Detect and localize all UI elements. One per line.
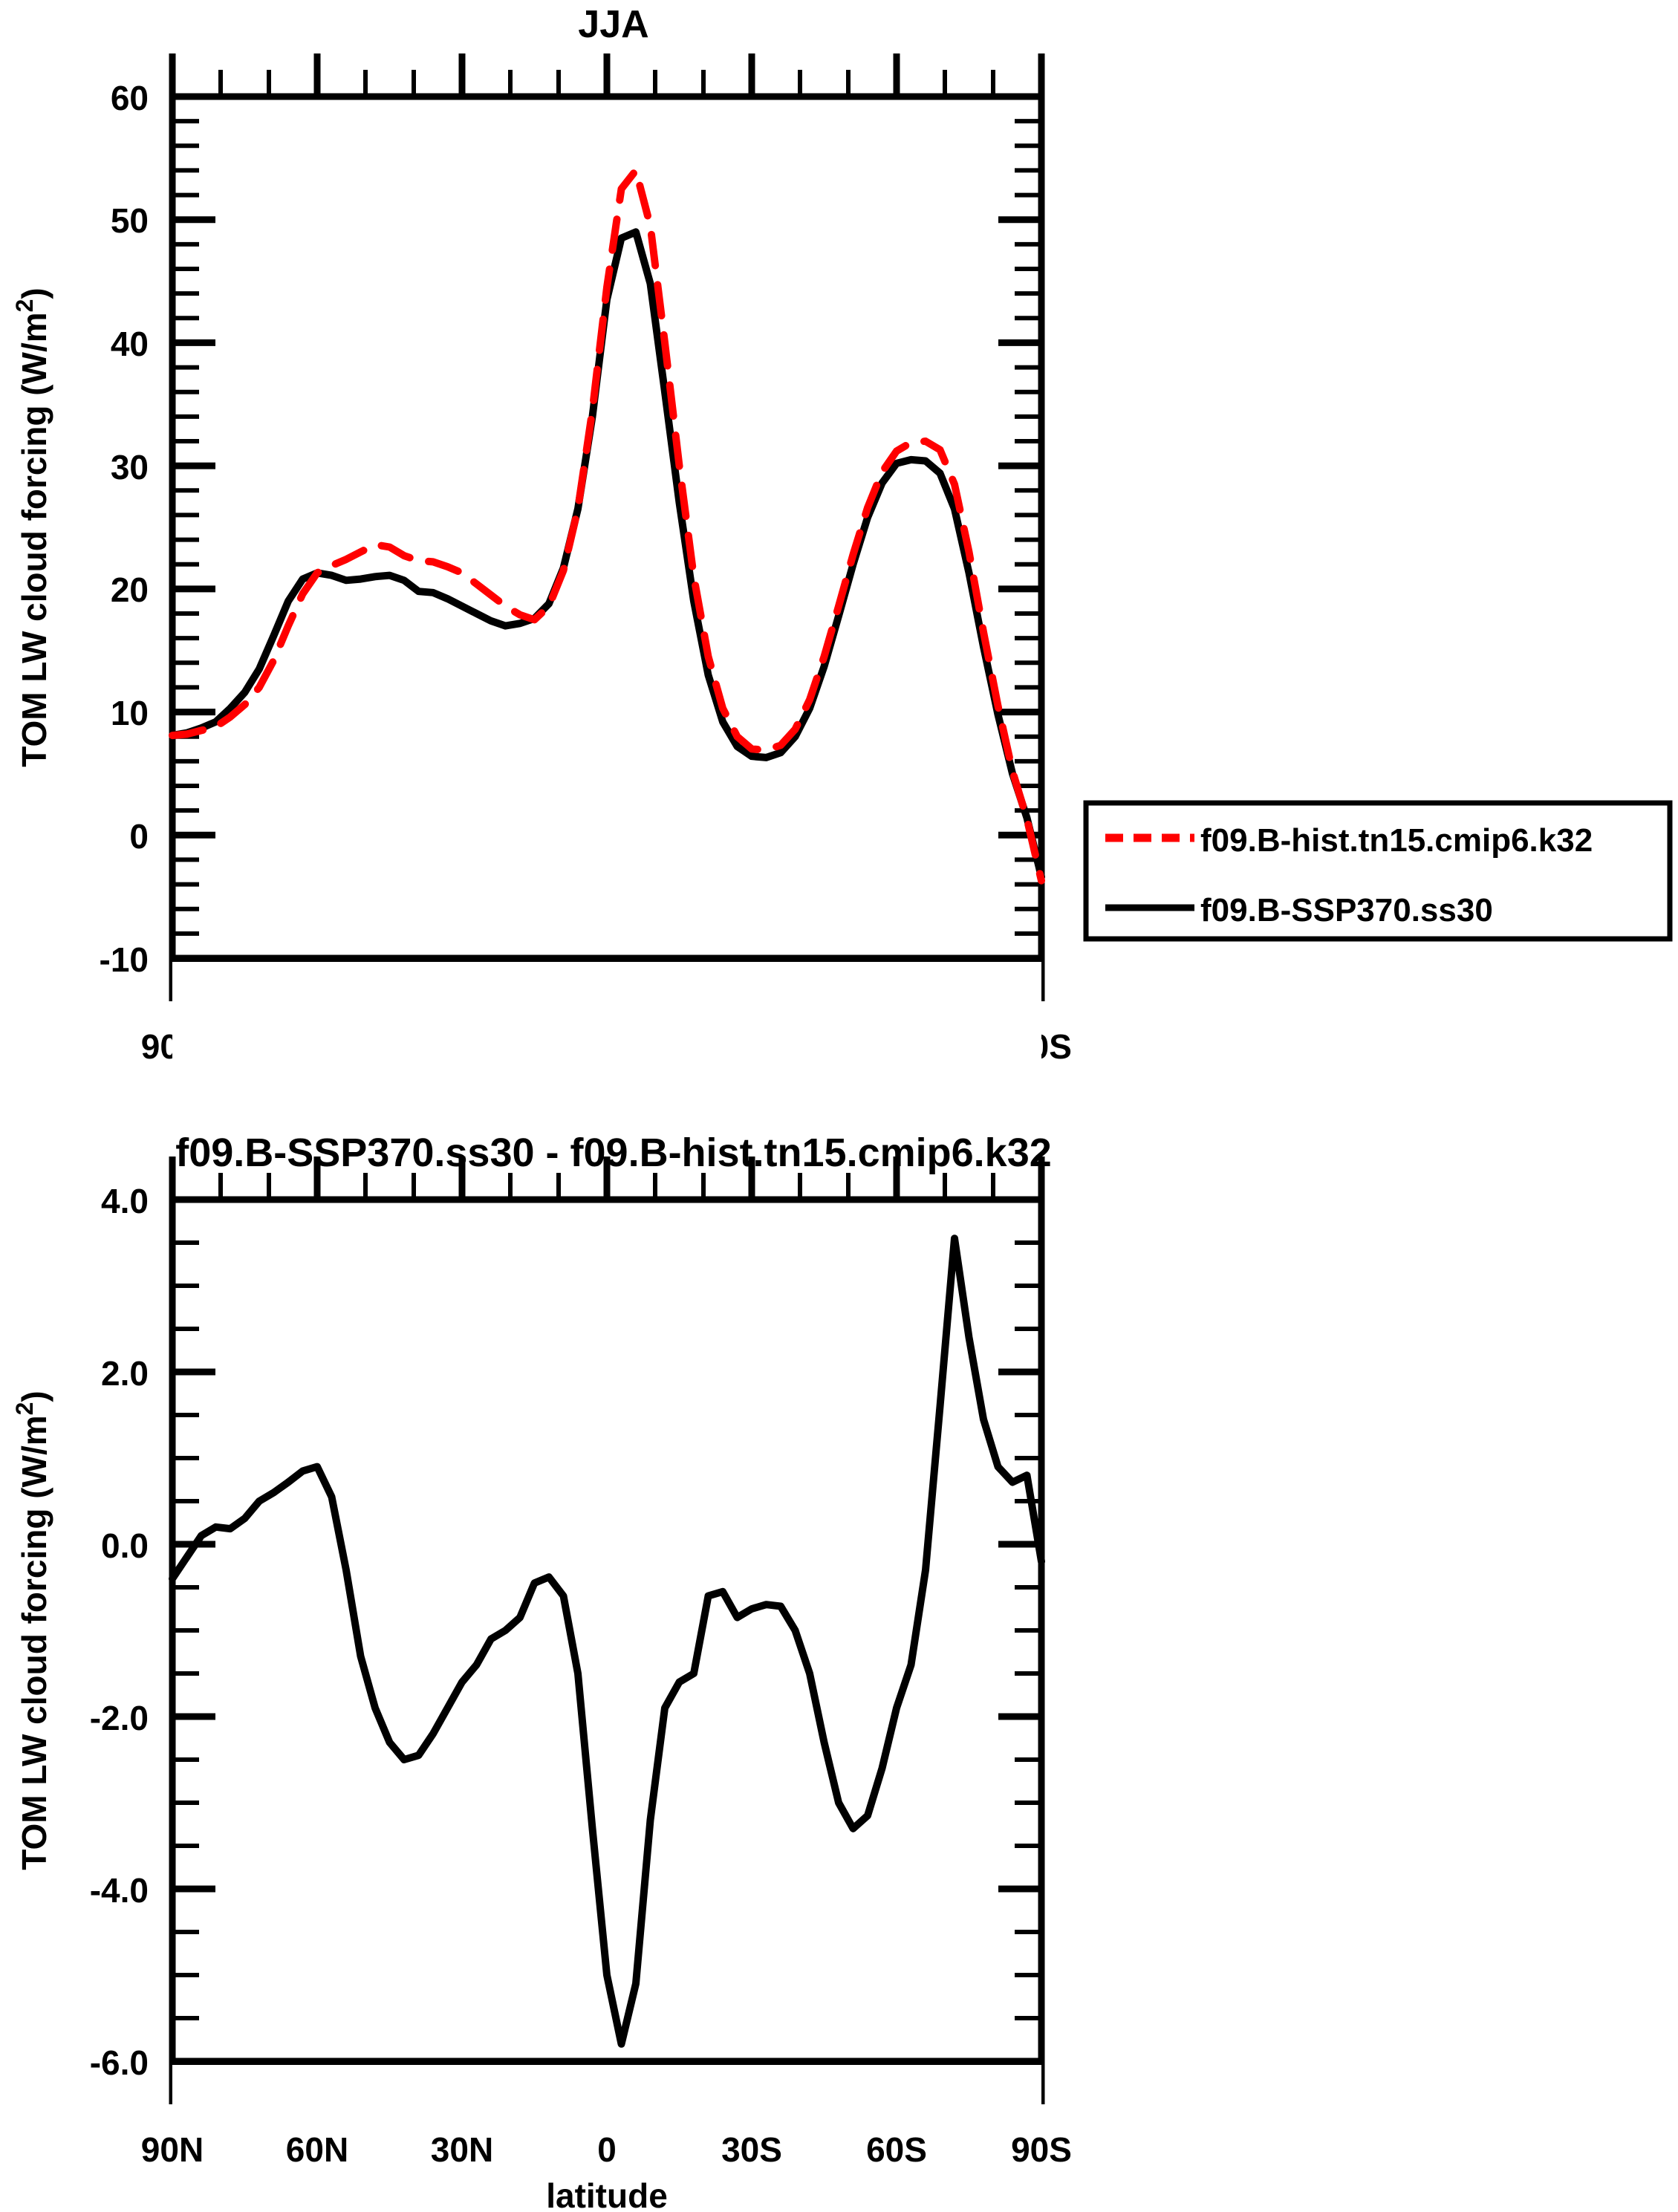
top-ytick-20: 20 (111, 570, 149, 609)
bottom-ytick-neg4: -4.0 (90, 1871, 149, 1910)
bottom-y-minor-ticks (172, 1240, 1041, 2020)
bottom-ytick-4: 4.0 (101, 1182, 149, 1220)
bottom-ytick-neg6: -6.0 (90, 2043, 149, 2082)
bottom-panel-title: f09.B-SSP370.ss30 - f09.B-hist.tn15.cmip… (175, 1131, 1052, 1175)
series-line-ssp370 (169, 228, 1045, 881)
top-y-axis: 60 50 40 30 20 10 0 -10 (100, 79, 1041, 979)
bottom-y-major-ticks (172, 1196, 1041, 2065)
bottom-panel: f09.B-SSP370.ss30 - f09.B-hist.tn15.cmip… (11, 1131, 1072, 2212)
bottom-ylabel-main: TOM LW cloud forcing (W/m (15, 1415, 53, 1870)
svg-text:TOM LW cloud forcing (W/m2): TOM LW cloud forcing (W/m2) (11, 287, 53, 767)
top-y-major-ticks (172, 93, 1041, 962)
top-x-minor-ticks (218, 70, 995, 985)
bottom-ylabel-superscript: 2 (11, 1402, 38, 1416)
top-ylabel-main: TOM LW cloud forcing (W/m (15, 312, 53, 767)
top-ytick-10: 10 (111, 694, 149, 732)
top-x-major-ticks (169, 53, 1045, 1001)
legend-box[interactable]: f09.B-hist.tn15.cmip6.k32 f09.B-SSP370.s… (1083, 800, 1673, 942)
series-line-difference (169, 1235, 1045, 2048)
series-line-hist (169, 166, 1045, 885)
bottom-series-group (169, 1235, 1045, 2048)
bottom-plot-frame (169, 1196, 1045, 2065)
bottom-xtick-30S: 30S (721, 2130, 782, 2169)
legend-label-hist[interactable]: f09.B-hist.tn15.cmip6.k32 (1200, 822, 1593, 859)
legend-border (1083, 800, 1673, 942)
bottom-xtick-90S: 90S (1011, 2130, 1072, 2169)
bottom-ytick-neg2: -2.0 (90, 1699, 149, 1737)
bottom-xtick-90N: 90N (141, 2130, 204, 2169)
bottom-xtick-60S: 60S (866, 2130, 927, 2169)
bottom-frame-bottom-redraw (172, 2061, 1041, 2065)
bottom-x-axis: 90N 60N 30N 0 30S 60S 90S latitude (141, 1157, 1072, 2212)
legend-label-ssp370[interactable]: f09.B-SSP370.ss30 (1200, 892, 1493, 928)
top-panel-title: JJA (578, 3, 648, 46)
top-ytick-0: 0 (129, 817, 149, 856)
bottom-x-axis-label: latitude (546, 2176, 668, 2212)
top-ytick-50: 50 (111, 201, 149, 240)
bottom-xtick-60N: 60N (286, 2130, 348, 2169)
bottom-plot-clip-mask (172, 2064, 1041, 2109)
top-ytick-40: 40 (111, 325, 149, 363)
bottom-xtick-0: 0 (597, 2130, 617, 2169)
bottom-y-axis-label: TOM LW cloud forcing (W/m2) (11, 1390, 53, 1870)
top-ylabel-superscript: 2 (11, 299, 38, 313)
top-frame-bottom-redraw (172, 958, 1041, 962)
top-ytick-30: 30 (111, 448, 149, 487)
bottom-ylabel-close: ) (15, 1390, 53, 1402)
top-y-axis-label: TOM LW cloud forcing (W/m2) (11, 287, 53, 767)
top-panel: JJA (11, 3, 1673, 1139)
svg-text:TOM LW cloud forcing (W/m2): TOM LW cloud forcing (W/m2) (11, 1390, 53, 1870)
bottom-ytick-0: 0.0 (101, 1526, 149, 1565)
top-y-minor-ticks (172, 119, 1041, 936)
top-plot-frame (169, 93, 1045, 962)
top-ytick-60: 60 (111, 79, 149, 117)
top-ylabel-close: ) (15, 287, 53, 299)
bottom-y-axis: 4.0 2.0 0.0 -2.0 -4.0 -6.0 (90, 1182, 1041, 2082)
bottom-xtick-30N: 30N (431, 2130, 493, 2169)
bottom-ytick-2: 2.0 (101, 1354, 149, 1393)
top-ytick-neg10: -10 (100, 940, 149, 979)
top-series-group (169, 166, 1045, 885)
top-plot-clip-mask (172, 961, 1041, 1139)
